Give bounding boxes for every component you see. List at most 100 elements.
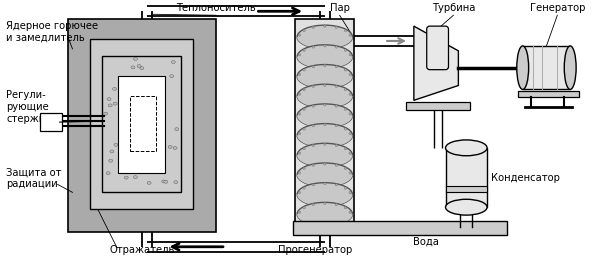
Ellipse shape xyxy=(110,150,114,153)
Circle shape xyxy=(335,105,338,107)
Ellipse shape xyxy=(140,67,144,70)
Text: Отражатель: Отражатель xyxy=(109,245,175,255)
Circle shape xyxy=(312,46,314,48)
Circle shape xyxy=(335,26,338,29)
Circle shape xyxy=(303,69,305,71)
Circle shape xyxy=(303,49,305,51)
Bar xyxy=(295,19,354,232)
Circle shape xyxy=(349,172,351,174)
Circle shape xyxy=(349,132,351,135)
Bar xyxy=(90,39,193,209)
Circle shape xyxy=(303,167,305,169)
Ellipse shape xyxy=(297,84,352,108)
Circle shape xyxy=(345,69,346,71)
Bar xyxy=(67,19,216,232)
Bar xyxy=(118,76,166,173)
Ellipse shape xyxy=(113,87,116,90)
Bar xyxy=(446,186,487,192)
Ellipse shape xyxy=(109,104,112,107)
Text: Теплоноситель: Теплоноситель xyxy=(176,3,256,13)
Circle shape xyxy=(303,108,305,110)
Circle shape xyxy=(345,148,346,150)
Text: Турбина: Турбина xyxy=(432,3,475,13)
Ellipse shape xyxy=(297,104,352,128)
Bar xyxy=(518,91,579,97)
Circle shape xyxy=(335,144,338,147)
Bar xyxy=(293,221,507,235)
Circle shape xyxy=(335,203,338,206)
Circle shape xyxy=(312,203,314,206)
Ellipse shape xyxy=(297,183,352,206)
Circle shape xyxy=(349,113,351,115)
Bar xyxy=(406,102,470,110)
Circle shape xyxy=(324,45,326,47)
Circle shape xyxy=(303,148,305,150)
Circle shape xyxy=(312,125,314,127)
Circle shape xyxy=(349,211,351,214)
Ellipse shape xyxy=(170,75,173,78)
Circle shape xyxy=(324,202,326,205)
Circle shape xyxy=(324,163,326,165)
Bar xyxy=(102,56,181,192)
Ellipse shape xyxy=(134,176,137,179)
Circle shape xyxy=(349,73,351,76)
Circle shape xyxy=(324,64,326,67)
Ellipse shape xyxy=(446,140,487,156)
Circle shape xyxy=(349,191,351,194)
Circle shape xyxy=(345,88,346,91)
Ellipse shape xyxy=(297,124,352,147)
Ellipse shape xyxy=(134,58,137,60)
Ellipse shape xyxy=(124,176,128,179)
Circle shape xyxy=(349,34,351,36)
Polygon shape xyxy=(414,26,459,100)
Ellipse shape xyxy=(107,98,111,101)
Circle shape xyxy=(299,132,300,135)
Ellipse shape xyxy=(172,60,175,64)
Ellipse shape xyxy=(297,64,352,88)
Ellipse shape xyxy=(297,202,352,226)
Ellipse shape xyxy=(162,180,166,183)
Ellipse shape xyxy=(174,181,178,184)
Circle shape xyxy=(312,105,314,107)
Ellipse shape xyxy=(564,46,576,89)
Circle shape xyxy=(299,34,300,36)
Circle shape xyxy=(312,184,314,186)
Circle shape xyxy=(299,191,300,194)
Circle shape xyxy=(345,108,346,110)
Ellipse shape xyxy=(104,112,108,115)
Circle shape xyxy=(324,84,326,86)
Circle shape xyxy=(299,152,300,154)
Circle shape xyxy=(299,73,300,76)
Bar xyxy=(40,113,61,131)
Circle shape xyxy=(303,88,305,91)
Circle shape xyxy=(299,172,300,174)
Circle shape xyxy=(312,164,314,166)
Circle shape xyxy=(335,85,338,88)
Circle shape xyxy=(312,26,314,29)
Circle shape xyxy=(312,65,314,68)
Circle shape xyxy=(299,211,300,214)
Ellipse shape xyxy=(175,128,179,131)
Bar xyxy=(130,96,156,151)
Text: Прогенератор: Прогенератор xyxy=(278,245,352,255)
Circle shape xyxy=(299,93,300,95)
Circle shape xyxy=(335,46,338,48)
Circle shape xyxy=(324,104,326,106)
Bar xyxy=(446,148,487,207)
Text: Конденсатор: Конденсатор xyxy=(491,172,560,182)
FancyBboxPatch shape xyxy=(427,26,449,70)
Circle shape xyxy=(345,128,346,130)
Ellipse shape xyxy=(297,163,352,187)
Ellipse shape xyxy=(147,181,151,184)
Circle shape xyxy=(335,164,338,166)
Ellipse shape xyxy=(131,66,135,69)
Circle shape xyxy=(345,206,346,209)
Circle shape xyxy=(299,54,300,56)
Circle shape xyxy=(303,187,305,189)
Text: Регули-
рующие
стержни: Регули- рующие стержни xyxy=(6,91,52,124)
Circle shape xyxy=(324,143,326,145)
Bar xyxy=(523,46,570,89)
Ellipse shape xyxy=(297,45,352,68)
Ellipse shape xyxy=(114,143,118,146)
Circle shape xyxy=(349,93,351,95)
